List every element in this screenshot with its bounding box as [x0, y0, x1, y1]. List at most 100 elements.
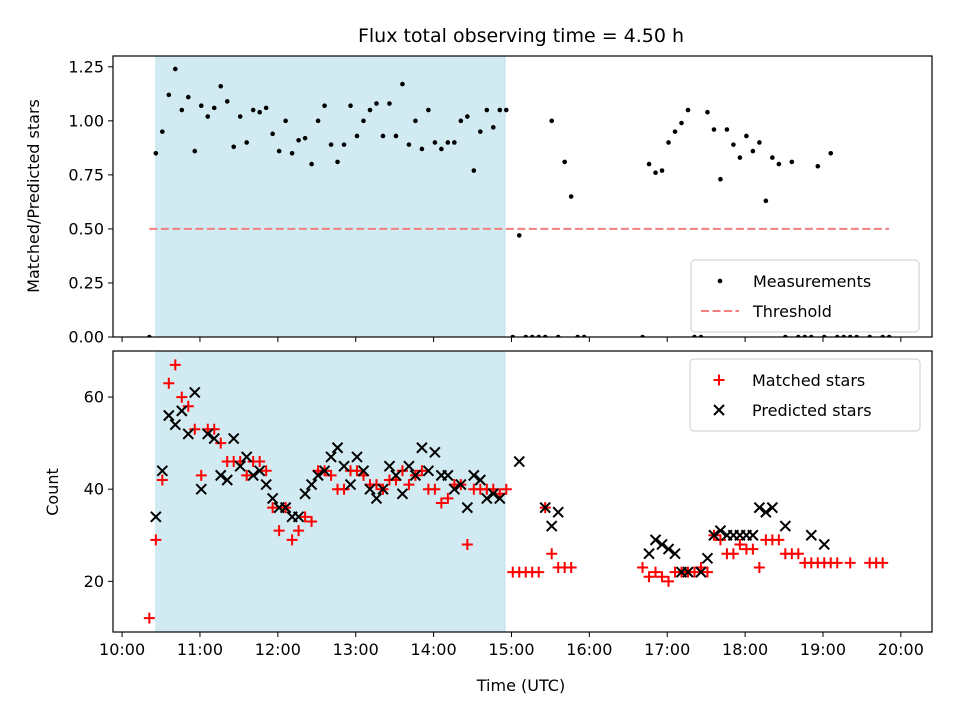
- data-point: [718, 176, 723, 182]
- x-axis-label: Time (UTC): [476, 676, 565, 695]
- data-point: [545, 520, 558, 532]
- data-point: [266, 492, 279, 505]
- data-point: [367, 107, 373, 113]
- data-point: [731, 142, 736, 147]
- data-point: [487, 488, 500, 500]
- data-point: [185, 94, 191, 100]
- top-panel: 0.00 0.25 0.50 0.75 1.00 1.25 Measurements Thre…: [68, 55, 933, 347]
- data-point: [318, 465, 331, 477]
- data-point: [390, 469, 402, 482]
- y-tick-label: 0.75: [68, 165, 104, 184]
- data-point: [260, 478, 272, 491]
- x-tick-label: 12:00: [255, 640, 301, 659]
- data-point: [637, 562, 649, 574]
- data-point: [513, 455, 525, 468]
- data-point: [708, 529, 720, 541]
- data-point: [422, 465, 435, 477]
- x-tick-label: 11:00: [177, 640, 223, 659]
- data-point: [818, 538, 830, 551]
- data-point: [656, 571, 668, 583]
- data-point: [416, 442, 428, 454]
- data-point: [299, 511, 311, 523]
- data-point: [666, 140, 671, 145]
- x-tick-label: 19:00: [800, 640, 846, 659]
- data-point: [685, 107, 691, 113]
- data-point: [400, 81, 405, 87]
- data-point: [273, 525, 285, 537]
- data-point: [240, 451, 253, 463]
- data-point: [484, 107, 490, 113]
- x-tick-label: 15:00: [488, 640, 534, 659]
- data-point: [208, 423, 220, 435]
- data-point: [646, 161, 652, 167]
- data-point: [279, 501, 292, 514]
- y-tick-label: 1.25: [68, 57, 104, 76]
- data-point: [263, 105, 269, 111]
- data-point: [357, 465, 370, 477]
- data-point: [393, 133, 399, 139]
- x-tick-label: 10:00: [99, 640, 145, 659]
- data-point: [701, 552, 714, 565]
- data-point: [413, 118, 418, 124]
- data-point: [419, 146, 425, 152]
- data-point: [377, 483, 389, 495]
- data-point: [500, 483, 512, 495]
- data-point: [292, 511, 305, 523]
- y-tick-label: 20: [84, 572, 104, 591]
- data-point: [224, 99, 230, 104]
- data-point: [354, 133, 360, 139]
- data-point: [461, 501, 474, 514]
- data-point: [409, 469, 422, 482]
- data-point: [763, 198, 769, 204]
- data-point: [176, 391, 188, 403]
- data-point: [455, 478, 467, 491]
- data-point: [659, 168, 665, 173]
- data-point: [481, 492, 493, 505]
- data-point: [150, 511, 162, 523]
- y-tick-label: 1.00: [68, 111, 104, 130]
- data-point: [163, 377, 175, 389]
- data-point: [831, 557, 843, 569]
- data-point: [244, 140, 249, 145]
- data-point: [253, 465, 266, 477]
- data-point: [403, 479, 415, 491]
- data-point: [442, 492, 454, 504]
- data-point: [539, 501, 551, 514]
- data-point: [403, 460, 415, 472]
- data-point: [153, 150, 159, 156]
- data-point: [305, 478, 318, 491]
- data-point: [182, 400, 194, 412]
- data-point: [309, 161, 314, 167]
- data-point: [701, 566, 713, 578]
- data-point: [757, 140, 762, 145]
- legend-label: Threshold: [752, 302, 832, 321]
- x-tick-label: 20:00: [878, 640, 924, 659]
- data-point: [439, 146, 444, 152]
- data-point: [773, 534, 785, 546]
- series-measurements: [147, 66, 892, 337]
- x-tick-label: 17:00: [644, 640, 690, 659]
- legend-label: Predicted stars: [752, 401, 872, 420]
- legend-label: Measurements: [753, 272, 871, 291]
- data-point: [299, 488, 311, 500]
- plot-frame: [112, 55, 933, 338]
- data-point: [779, 520, 792, 532]
- data-point: [198, 103, 204, 109]
- data-point: [163, 409, 175, 422]
- data-point: [325, 451, 337, 463]
- data-point: [156, 465, 169, 477]
- data-point: [169, 418, 182, 431]
- data-point: [792, 548, 804, 560]
- data-point: [396, 488, 409, 500]
- data-point: [370, 492, 383, 505]
- data-point: [341, 142, 347, 147]
- y-tick-label: 0.00: [68, 328, 104, 347]
- legend-swatch: [717, 278, 723, 284]
- data-point: [338, 460, 350, 472]
- top-y-axis-label: Matched/Predicted stars: [24, 99, 43, 293]
- data-point: [478, 129, 483, 134]
- data-point: [766, 501, 779, 514]
- legend: Matched stars Predicted stars: [689, 358, 921, 432]
- data-point: [747, 543, 759, 555]
